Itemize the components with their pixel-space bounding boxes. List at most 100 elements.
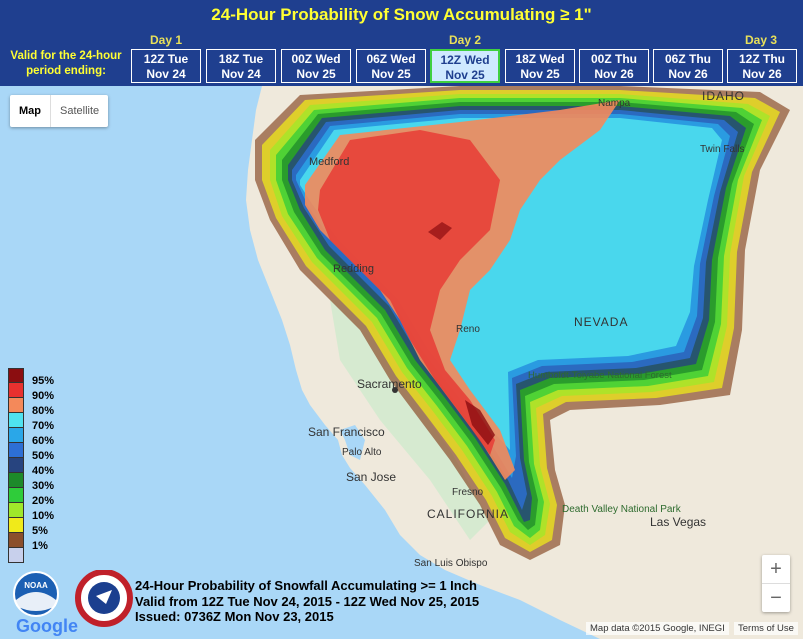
- issue-info: 24-Hour Probability of Snowfall Accumula…: [135, 578, 479, 625]
- probability-legend: 95% 90% 80% 70% 60% 50% 40% 30% 20% 10% …: [8, 368, 54, 563]
- legend-label: 40%: [32, 465, 55, 477]
- legend-label: 60%: [32, 435, 55, 447]
- tab-time: 12Z Thu: [738, 52, 785, 66]
- noaa-logo-icon: NOAA: [13, 571, 59, 617]
- place-label-sacramento: Sacramento: [357, 377, 422, 391]
- agency-logos: NOAA Google: [13, 570, 133, 636]
- legend-label: 1%: [32, 540, 48, 552]
- band-95pct-sierra: [465, 400, 495, 445]
- place-labels: Medford Redding Sacramento San Francisco…: [308, 89, 745, 569]
- tab-00z-wed-nov25[interactable]: 00Z Wed Nov 25: [281, 49, 351, 83]
- place-label-death-valley: Death Valley National Park: [562, 504, 682, 515]
- footer-valid-range: Valid from 12Z Tue Nov 24, 2015 - 12Z We…: [135, 593, 480, 609]
- nws-logo-icon: [75, 570, 133, 627]
- valid-label-line1: Valid for the 24-hour: [10, 50, 122, 62]
- place-label-san-francisco: San Francisco: [308, 425, 385, 439]
- city-dot: [392, 387, 398, 393]
- legend-swatch: [8, 398, 24, 413]
- tab-date: Nov 26: [742, 67, 782, 81]
- legend-label: 80%: [32, 405, 55, 417]
- legend-label: 90%: [32, 390, 55, 402]
- legend-swatch: [8, 413, 24, 428]
- legend-label: 70%: [32, 420, 55, 432]
- zoom-in-button[interactable]: +: [770, 558, 782, 580]
- zoom-control: + −: [762, 555, 790, 612]
- header-bar: 24-Hour Probability of Snow Accumulating…: [0, 0, 803, 86]
- legend-swatch: [8, 473, 24, 488]
- tab-date: Nov 25: [520, 67, 560, 81]
- tab-06z-thu-nov26[interactable]: 06Z Thu Nov 26: [653, 49, 723, 83]
- tab-date: Nov 25: [371, 67, 411, 81]
- valid-period-label: Valid for the 24-hour period ending:: [4, 49, 128, 79]
- terms-of-use-link[interactable]: Terms of Use: [734, 622, 798, 635]
- tab-date: Nov 25: [296, 67, 336, 81]
- page-title: 24-Hour Probability of Snow Accumulating…: [211, 5, 592, 24]
- place-label-redding: Redding: [333, 263, 374, 275]
- tab-time: 00Z Thu: [590, 52, 637, 66]
- day-3-label: Day 3: [745, 33, 778, 47]
- place-label-fresno: Fresno: [452, 487, 484, 498]
- tab-time: 18Z Tue: [218, 52, 264, 66]
- legend-swatch: [8, 458, 24, 473]
- map-view-button[interactable]: Map: [19, 105, 41, 117]
- legend-label: 10%: [32, 510, 55, 522]
- snow-probability-map[interactable]: Medford Redding Sacramento San Francisco…: [0, 86, 803, 639]
- google-logo: Google: [16, 616, 78, 636]
- footer-issued: Issued: 0736Z Mon Nov 23, 2015: [135, 609, 334, 624]
- tab-12z-wed-nov25[interactable]: 12Z Wed Nov 25: [430, 49, 500, 83]
- place-label-reno: Reno: [456, 324, 480, 335]
- day-2-label: Day 2: [449, 33, 482, 47]
- map-type-control: Map Satellite: [10, 95, 109, 127]
- band-95pct-north: [428, 222, 452, 240]
- tab-00z-thu-nov26[interactable]: 00Z Thu Nov 26: [579, 49, 649, 83]
- tab-12z-thu-nov26[interactable]: 12Z Thu Nov 26: [727, 49, 797, 83]
- day-1-label: Day 1: [150, 33, 183, 47]
- legend-label: 5%: [32, 525, 48, 537]
- tab-time: 06Z Wed: [366, 52, 416, 66]
- legend-label: 50%: [32, 450, 55, 462]
- central-valley: [330, 300, 490, 540]
- legend-swatch: [8, 368, 24, 383]
- tab-12z-tue-nov24[interactable]: 12Z Tue Nov 24: [131, 49, 201, 83]
- satellite-view-button[interactable]: Satellite: [50, 95, 108, 127]
- sf-bay: [340, 425, 365, 460]
- footer-description: 24-Hour Probability of Snowfall Accumula…: [135, 578, 477, 593]
- place-label-san-luis-obispo: San Luis Obispo: [414, 558, 488, 569]
- place-label-nevada: NEVADA: [574, 315, 628, 329]
- tab-date: Nov 24: [221, 67, 261, 81]
- probability-bands: [255, 86, 790, 560]
- place-label-twin-falls: Twin Falls: [700, 144, 744, 155]
- legend-swatch: [8, 383, 24, 398]
- legend-swatch: [8, 488, 24, 503]
- legend-swatch: [8, 443, 24, 458]
- tab-date: Nov 24: [146, 67, 186, 81]
- place-label-las-vegas: Las Vegas: [650, 515, 706, 529]
- noaa-text: NOAA: [24, 581, 48, 590]
- place-label-idaho: IDAHO: [702, 89, 745, 103]
- band-90pct: [318, 130, 500, 455]
- tab-date: Nov 26: [594, 67, 634, 81]
- legend-swatch: [8, 533, 24, 548]
- valid-label-line2: period ending:: [26, 65, 106, 77]
- map-attribution: Map data ©2015 Google, INEGI: [586, 622, 729, 635]
- place-label-nampa: Nampa: [598, 98, 631, 109]
- legend-swatch: [8, 428, 24, 443]
- place-label-palo-alto: Palo Alto: [342, 447, 382, 458]
- tab-06z-wed-nov25[interactable]: 06Z Wed Nov 25: [356, 49, 426, 83]
- legend-label: 20%: [32, 495, 55, 507]
- place-label-humboldt: Humboldt-Toiyabe National Forest: [528, 370, 672, 381]
- zoom-out-button[interactable]: −: [762, 583, 790, 612]
- tab-time: 12Z Wed: [440, 53, 490, 67]
- tab-18z-wed-nov25[interactable]: 18Z Wed Nov 25: [505, 49, 575, 83]
- tab-18z-tue-nov24[interactable]: 18Z Tue Nov 24: [206, 49, 276, 83]
- legend-label: 95%: [32, 375, 55, 387]
- place-label-medford: Medford: [309, 156, 349, 168]
- place-label-san-jose: San Jose: [346, 470, 396, 484]
- place-label-california: CALIFORNIA: [427, 507, 509, 521]
- legend-swatch: [8, 548, 24, 563]
- legend-label: 30%: [32, 480, 55, 492]
- legend-swatch: [8, 503, 24, 518]
- tab-time: 12Z Tue: [143, 52, 189, 66]
- legend-swatch: [8, 518, 24, 533]
- tab-time: 06Z Thu: [664, 52, 711, 66]
